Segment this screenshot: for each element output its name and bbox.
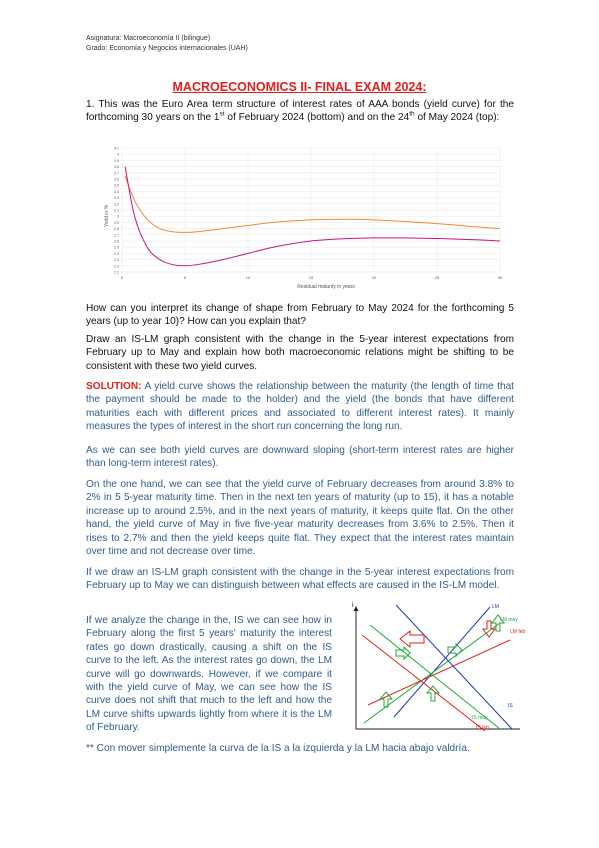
chart-series — [124, 166, 501, 267]
page-title: MACROECONOMICS II- FINAL EXAM 2024: — [172, 80, 427, 94]
y-tick-label: 2.4 — [114, 252, 119, 256]
question-intro-part1: 1. This was the Euro Area term structure… — [86, 99, 514, 124]
y-tick-label: 3.2 — [114, 202, 119, 206]
y-tick-label: 2.6 — [114, 240, 119, 244]
question-interpretation: How can you interpret its change of shap… — [86, 303, 514, 328]
solution-paragraph-3: On the one hand, we can see that the yie… — [86, 479, 514, 558]
y-tick-labels: 4.1 4 3.9 3.8 3.7 3.6 3.5 3.4 3.3 3.2 3.1 3 2.9 2.8 2.… — [114, 147, 119, 275]
solution-paragraph-2: As we can see both yield curves are down… — [86, 445, 514, 470]
lm-may-curve — [363, 622, 501, 724]
lm-label: LM — [492, 604, 499, 610]
y-tick-label: 3.5 — [114, 184, 119, 188]
shift-up-arrow-icon — [491, 614, 505, 632]
y-tick-label: 3.8 — [114, 165, 119, 169]
y-tick-label: 2.2 — [114, 264, 119, 268]
x-tick-label: 25 — [435, 275, 440, 280]
lm-feb-curve — [367, 639, 511, 706]
solution-paragraph-5: If we analyze the change in the, IS we c… — [86, 615, 332, 734]
y-tick-label: 2.9 — [114, 221, 119, 225]
x-tick-label: 30 — [498, 275, 503, 280]
is-label: IS — [508, 703, 513, 709]
is-feb-label: IS feb — [476, 725, 489, 731]
question-intro-part3: of May 2024 (top): — [414, 112, 500, 124]
y-tick-label: 3.3 — [114, 196, 119, 200]
solution-p1-text: A yield curve shows the relationship bet… — [86, 381, 514, 433]
shift-up-arrow-2-icon — [378, 691, 394, 708]
is-may-label: IS may — [472, 715, 488, 721]
y-tick-label: 3.6 — [114, 178, 119, 182]
y-axis-label: Yield in % — [104, 204, 110, 227]
is-feb-curve — [361, 634, 486, 732]
x-axis-label: Residual maturity in years — [297, 284, 355, 290]
lm-curve — [393, 606, 491, 718]
chart-grid — [121, 147, 501, 273]
question-intro-part2: of February 2024 (bottom) and on the 24 — [224, 112, 410, 124]
header-degree: Grado: Economía y Negocios internacional… — [86, 45, 248, 52]
yield-curve-chart: 4.1 4 3.9 3.8 3.7 3.6 3.5 3.4 3.3 3.2 3.1 3 2.9 2.8 2.… — [104, 147, 503, 291]
solution-paragraph-4: If we draw an IS-LM graph consistent wit… — [86, 567, 514, 592]
y-tick-label: 2.8 — [114, 227, 119, 231]
y-tick-label: 4 — [117, 153, 119, 157]
x-tick-label: 10 — [246, 275, 251, 280]
lm-feb-label: LM feb — [510, 629, 526, 635]
header-subject: Asignatura: Macroeconomía II (bilingue) — [86, 35, 211, 42]
question-task: Draw an IS-LM graph consistent with the … — [86, 334, 514, 372]
footnote: ** Con mover simplemente la curva de la … — [86, 743, 470, 754]
x-tick-label: 0 — [121, 275, 124, 280]
question-intro-sup1: st — [219, 111, 225, 119]
shift-up-arrow-3-icon — [425, 685, 441, 702]
lm-may-label: LM may — [500, 617, 518, 623]
interest-axis-label: i — [352, 602, 354, 609]
y-tick-label: 3.7 — [114, 171, 119, 175]
question-intro: 1. This was the Euro Area term structure… — [86, 98, 514, 125]
y-tick-label: 3 — [117, 215, 119, 219]
shift-down-arrow-icon — [482, 620, 496, 638]
y-tick-label: 2.5 — [114, 246, 119, 250]
y-tick-label: 3.1 — [114, 209, 119, 213]
x-tick-labels: 0 5 10 15 20 25 30 — [121, 275, 503, 280]
shift-right-arrow-2-icon — [447, 642, 463, 658]
question-intro-sup2: th — [409, 111, 415, 119]
x-tick-label: 20 — [372, 275, 377, 280]
y-tick-label: 3.4 — [114, 190, 119, 194]
y-tick-label: 2.7 — [114, 233, 119, 237]
is-lm-diagram: i LM LM may LM feb IS IS may IS feb — [352, 602, 526, 732]
x-tick-label: 15 — [309, 275, 314, 280]
y-tick-label: 2.3 — [114, 258, 119, 262]
x-tick-label: 5 — [184, 275, 187, 280]
yield-curve-february-line — [124, 166, 501, 267]
is-may-curve — [369, 624, 501, 730]
y-tick-label: 3.9 — [114, 159, 119, 163]
solution-paragraph-1: SOLUTION: A yield curve shows the relati… — [86, 380, 514, 434]
y-tick-label: 4.1 — [114, 147, 119, 151]
shift-left-arrow-icon — [399, 629, 425, 649]
solution-label: SOLUTION: — [86, 381, 142, 392]
y-tick-label: 2.1 — [114, 271, 119, 275]
yield-curve-may-line — [124, 175, 501, 233]
shift-right-arrow-icon — [395, 645, 411, 661]
is-curve — [395, 604, 513, 730]
